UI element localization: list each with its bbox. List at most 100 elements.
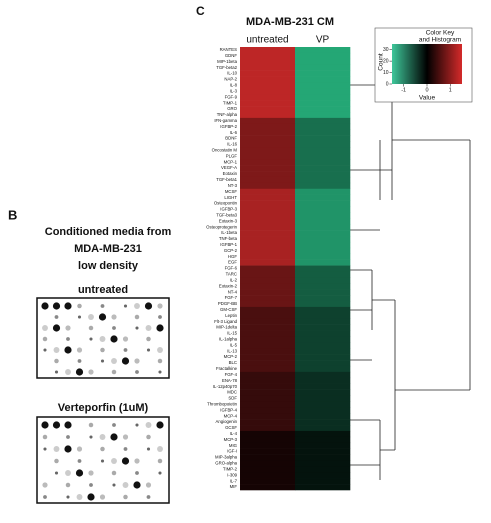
blot-spot	[135, 471, 139, 475]
row-label: IL-3	[230, 88, 238, 93]
blot-spot	[43, 447, 47, 451]
blot-spot	[100, 446, 105, 452]
blot-spot	[65, 470, 71, 476]
heatmap-cell	[295, 194, 351, 201]
blot-spot	[77, 459, 82, 463]
heatmap-cell	[240, 76, 296, 83]
heatmap-cell	[295, 360, 351, 367]
key-x-tick-label: -1	[401, 87, 406, 93]
heatmap-cell	[240, 111, 296, 119]
heatmap-cell	[295, 354, 351, 361]
heatmap-cell	[240, 454, 296, 461]
heatmap-cell	[295, 295, 351, 302]
row-label: MCP-4	[224, 413, 238, 418]
heatmap-cell	[240, 383, 296, 390]
row-label: IL-15	[227, 331, 237, 336]
heatmap-cell	[240, 218, 296, 225]
blot-spot	[66, 337, 70, 341]
blot-spot	[88, 369, 94, 375]
heatmap-cell	[295, 448, 351, 455]
row-label: RANTES	[220, 47, 238, 52]
blot-spot	[121, 457, 130, 465]
heatmap-cell	[240, 425, 296, 432]
heatmap-cell	[240, 200, 296, 207]
blot-spot	[146, 348, 151, 352]
row-label: TGF-beta2	[216, 65, 237, 70]
title-line: low density	[78, 260, 139, 272]
blot-spot	[65, 369, 71, 375]
heatmap-cell	[295, 224, 351, 231]
heatmap-cell	[240, 389, 296, 396]
blot-spot	[156, 421, 164, 429]
key-x-tick-label: 1	[449, 87, 452, 93]
heatmap-cell	[240, 70, 296, 77]
row-label: Eotaxin-2	[219, 283, 238, 288]
blot-spot	[110, 433, 118, 441]
heatmap-cell	[295, 218, 351, 225]
key-x-tick-label: 0	[425, 87, 428, 93]
blot-spot	[52, 324, 61, 332]
blot-spot	[111, 314, 117, 320]
key-ylabel: Count	[378, 53, 385, 71]
heatmap-cell	[240, 436, 296, 444]
row-label: MIF	[230, 484, 238, 489]
heatmap-cell	[240, 58, 296, 66]
blot-spot	[110, 335, 118, 343]
blot-spot	[145, 422, 152, 428]
heatmap-cell	[240, 377, 296, 384]
row-label: MIP-3alpha	[215, 455, 238, 460]
heatmap-cell	[240, 442, 296, 449]
heatmap-cell	[240, 135, 296, 142]
heatmap-cell	[295, 365, 351, 373]
heatmap-cell	[240, 342, 296, 349]
blot-spot	[41, 302, 49, 310]
heatmap-cell	[240, 212, 296, 219]
blot-spot	[135, 423, 139, 427]
blot-spot	[87, 493, 95, 501]
row-label: GRO	[227, 106, 237, 111]
row-label: Leptin	[225, 313, 237, 318]
heatmap-cell	[295, 342, 351, 349]
blot-spot	[88, 470, 94, 476]
heatmap-cell	[240, 188, 296, 195]
blot-spot	[64, 346, 72, 354]
heatmap-cell	[295, 430, 351, 438]
heatmap-cell	[295, 147, 351, 154]
row-label: IL-1beta	[221, 230, 237, 235]
heatmap-cell	[240, 82, 296, 89]
heatmap-cell	[295, 70, 351, 77]
row-label: TARC	[226, 272, 237, 277]
row-label: IL-13	[227, 348, 237, 353]
blot-spot	[64, 445, 72, 453]
heatmap-cell	[295, 371, 351, 379]
row-label: PLGF	[226, 153, 238, 158]
heatmap-cell	[240, 271, 296, 278]
blot-spot	[133, 481, 141, 489]
heatmap-cell	[295, 165, 351, 172]
heatmap-cell	[295, 182, 351, 190]
heatmap-cell	[295, 52, 351, 60]
heatmap-cell	[295, 466, 351, 473]
row-label: GCP-2	[224, 248, 238, 253]
heatmap-cell	[240, 176, 296, 184]
row-label: MIG	[229, 443, 238, 448]
blot-spot	[66, 495, 70, 499]
row-label: IL-5	[230, 342, 238, 347]
row-label: GM-CSF	[220, 307, 237, 312]
heatmap-cell	[240, 123, 296, 130]
row-label: LIGHT	[224, 195, 237, 200]
dendrogram	[350, 84, 471, 480]
heatmap-cell	[240, 265, 296, 272]
blot-spot	[52, 302, 61, 310]
heatmap-cell	[295, 47, 351, 54]
column-label: VP	[316, 35, 330, 46]
heatmap-cell	[295, 64, 351, 71]
heatmap-cell	[240, 153, 296, 160]
dendrogram-branch	[350, 84, 470, 231]
heatmap-cell	[240, 395, 296, 402]
blot-spot	[158, 370, 162, 374]
key-y-tick-label: 10	[383, 70, 389, 76]
heatmap-cell	[240, 306, 296, 314]
heatmap-cell	[295, 472, 351, 479]
